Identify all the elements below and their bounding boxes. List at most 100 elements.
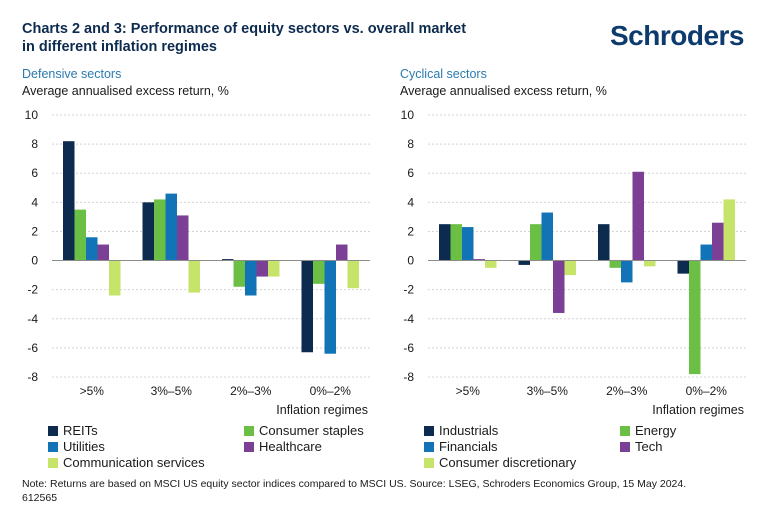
cyclical-bar	[530, 224, 542, 261]
cyclical-x-tick-label: >5%	[456, 384, 481, 398]
defensive-bar	[256, 260, 268, 277]
cyclical-x-axis-label: Inflation regimes	[652, 403, 744, 417]
defensive-bar	[177, 215, 189, 261]
cyclical-panel-title: Cyclical sectors	[400, 67, 487, 81]
legend-swatch	[424, 458, 434, 468]
defensive-y-tick-label: -2	[27, 283, 38, 297]
legend-swatch	[244, 442, 254, 452]
defensive-bar	[86, 237, 98, 261]
schroders-logo: Schroders	[610, 20, 745, 51]
defensive-bar	[347, 260, 359, 289]
cyclical-bar	[553, 260, 565, 313]
cyclical-y-tick-label: 6	[407, 166, 414, 180]
chart-title-line2: in different inflation regimes	[22, 39, 217, 55]
defensive-bar	[97, 244, 109, 261]
legend-item: Healthcare	[244, 439, 322, 455]
defensive-y-tick-label: 0	[31, 254, 38, 268]
legend-item: Consumer staples	[244, 423, 364, 439]
legend-swatch	[620, 426, 630, 436]
legend-label: REITs	[63, 423, 98, 438]
cyclical-bar	[473, 259, 485, 261]
defensive-bar	[109, 260, 121, 296]
defensive-bar	[301, 260, 313, 353]
cyclical-bar	[644, 260, 656, 267]
cyclical-bar	[485, 260, 497, 268]
cyclical-bar	[700, 244, 712, 261]
legend-label: Tech	[635, 439, 663, 454]
legend-swatch	[424, 442, 434, 452]
legend-label: Consumer staples	[259, 423, 364, 438]
cyclical-bar	[564, 260, 576, 276]
cyclical-y-tick-label: 10	[401, 108, 415, 122]
legend-item: Communication services	[48, 455, 205, 471]
cyclical-y-tick-label: -8	[403, 370, 414, 384]
defensive-bar	[324, 260, 336, 354]
legend-swatch	[424, 426, 434, 436]
defensive-x-tick-label: 3%–5%	[151, 384, 193, 398]
chart-title-line1: Charts 2 and 3: Performance of equity se…	[22, 21, 467, 37]
defensive-x-tick-label: >5%	[80, 384, 105, 398]
defensive-y-tick-label: -4	[27, 312, 38, 326]
defensive-bar	[336, 244, 348, 261]
cyclical-y-tick-label: 4	[407, 195, 414, 209]
defensive-x-tick-label: 0%–2%	[310, 384, 352, 398]
defensive-panel-title: Defensive sectors	[22, 67, 122, 81]
legend-item: Tech	[620, 439, 662, 455]
defensive-bar	[233, 260, 245, 287]
cyclical-bar	[723, 199, 735, 261]
cyclical-bar	[632, 171, 644, 261]
legend-label: Energy	[635, 423, 677, 438]
defensive-x-tick-label: 2%–3%	[230, 384, 272, 398]
footnote-code: 612565	[22, 492, 58, 504]
defensive-y-tick-label: 10	[25, 108, 39, 122]
defensive-y-tick-label: -8	[27, 370, 38, 384]
cyclical-x-tick-label: 2%–3%	[606, 384, 648, 398]
defensive-y-tick-label: 6	[31, 166, 38, 180]
cyclical-y-tick-label: -6	[403, 341, 414, 355]
legend-item: Industrials	[424, 423, 498, 439]
defensive-bar	[154, 199, 166, 261]
legend-label: Industrials	[439, 423, 499, 438]
cyclical-bar	[609, 260, 621, 268]
defensive-y-tick-label: 4	[31, 195, 38, 209]
legend-item: Utilities	[48, 439, 105, 455]
cyclical-bar	[450, 224, 462, 261]
legend-swatch	[48, 458, 58, 468]
defensive-bar	[245, 260, 257, 296]
legend-swatch	[620, 442, 630, 452]
defensive-bar	[63, 141, 75, 261]
cyclical-bar	[541, 212, 553, 261]
cyclical-y-tick-label: -4	[403, 312, 414, 326]
legend-item: Energy	[620, 423, 676, 439]
defensive-bar	[74, 209, 86, 261]
chart-title: Charts 2 and 3: Performance of equity se…	[22, 20, 502, 56]
defensive-bar	[165, 193, 177, 261]
cyclical-y-tick-label: 2	[407, 224, 414, 238]
defensive-x-axis-label: Inflation regimes	[276, 403, 368, 417]
cyclical-bar	[621, 260, 633, 283]
cyclical-x-tick-label: 3%–5%	[527, 384, 569, 398]
defensive-bar	[142, 202, 154, 261]
defensive-bar	[222, 259, 234, 261]
legend-item: Consumer discretionary	[424, 455, 576, 471]
legend-label: Consumer discretionary	[439, 455, 577, 470]
cyclical-bar	[677, 260, 689, 274]
defensive-y-tick-label: 8	[31, 137, 38, 151]
legend-swatch	[48, 442, 58, 452]
defensive-bar	[268, 260, 280, 277]
cyclical-y-tick-label: 0	[407, 254, 414, 268]
defensive-bar	[188, 260, 200, 293]
legend-label: Financials	[439, 439, 498, 454]
cyclical-bar	[518, 260, 530, 265]
cyclical-y-tick-label: 8	[407, 137, 414, 151]
legend-swatch	[244, 426, 254, 436]
cyclical-bar	[712, 222, 724, 261]
defensive-y-tick-label: -6	[27, 341, 38, 355]
legend-swatch	[48, 426, 58, 436]
legend-label: Healthcare	[259, 439, 322, 454]
cyclical-bar	[689, 260, 701, 375]
footnote-text: Note: Returns are based on MSCI US equit…	[22, 478, 687, 490]
cyclical-y-tick-label: -2	[403, 283, 414, 297]
defensive-y-axis-label: Average annualised excess return, %	[22, 84, 229, 98]
legend-label: Communication services	[63, 455, 205, 470]
